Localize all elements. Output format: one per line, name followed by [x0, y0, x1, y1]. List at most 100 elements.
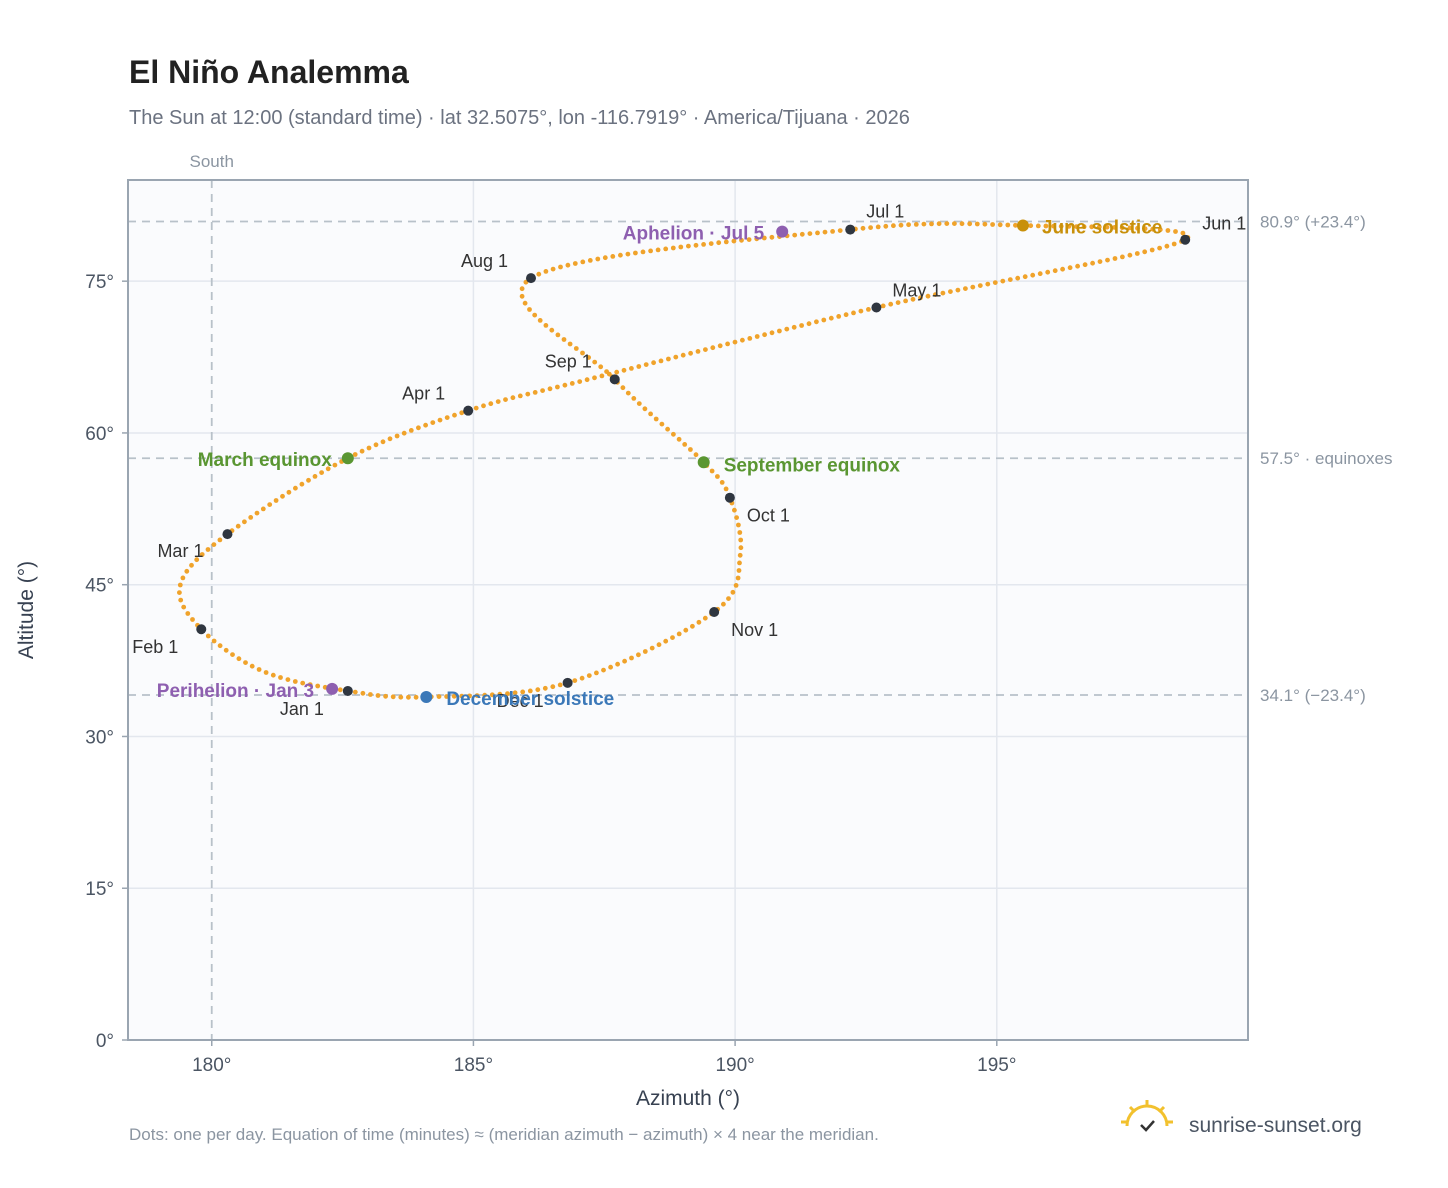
- daily-sun-dot: [178, 597, 184, 603]
- daily-sun-dot: [387, 436, 393, 442]
- check-icon: [1140, 1120, 1155, 1132]
- daily-sun-dot: [653, 416, 659, 422]
- daily-sun-dot: [525, 391, 531, 397]
- daily-sun-dot: [670, 635, 675, 640]
- daily-sun-dot: [903, 298, 908, 304]
- daily-sun-dot: [248, 515, 254, 520]
- daily-sun-dot: [620, 385, 626, 391]
- daily-sun-dot: [194, 557, 200, 563]
- daily-sun-dot: [703, 347, 708, 352]
- daily-sun-dot: [586, 673, 592, 678]
- daily-sun-dot: [643, 362, 649, 367]
- daily-sun-dot: [217, 643, 223, 649]
- daily-sun-dot: [868, 225, 873, 231]
- daily-sun-dot: [734, 515, 739, 520]
- daily-sun-dot: [651, 360, 656, 366]
- daily-sun-dot: [601, 667, 606, 673]
- daily-sun-dot: [648, 411, 653, 417]
- y-tick-label: 75°: [85, 272, 114, 293]
- month-marker-jul-1: [845, 224, 856, 235]
- daily-sun-dot: [891, 223, 896, 229]
- daily-sun-dot: [561, 337, 567, 342]
- daily-sun-dot: [736, 522, 741, 528]
- daily-sun-dot: [489, 692, 495, 698]
- daily-sun-dot: [963, 286, 968, 291]
- x-tick-label: 180°: [192, 1055, 231, 1076]
- daily-sun-dot: [572, 261, 578, 266]
- daily-sun-dot: [622, 658, 627, 664]
- daily-sun-dot: [550, 266, 556, 272]
- daily-sun-dot: [777, 328, 782, 334]
- daily-sun-dot: [482, 692, 488, 698]
- daily-sun-dot: [1007, 277, 1013, 282]
- daily-sun-dot: [732, 507, 737, 513]
- event-label-perihelion-jan-3: Perihelion · Jan 3: [157, 681, 314, 702]
- daily-sun-dot: [549, 327, 555, 333]
- daily-sun-dot: [738, 545, 744, 551]
- daily-sun-dot: [263, 670, 269, 675]
- daily-sun-dot: [663, 246, 669, 252]
- daily-sun-dot: [944, 221, 950, 227]
- daily-sun-dot: [555, 332, 561, 338]
- daily-sun-dot: [1164, 243, 1170, 249]
- daily-sun-dot: [814, 319, 819, 325]
- daily-sun-dot: [929, 221, 934, 227]
- daily-sun-dot: [543, 269, 549, 274]
- daily-sun-dot: [352, 689, 358, 695]
- daily-sun-dot: [1127, 252, 1133, 258]
- daily-sun-dot: [481, 403, 486, 409]
- daily-sun-dot: [312, 474, 318, 479]
- footer-note: Dots: one per day. Equation of time (min…: [129, 1125, 879, 1144]
- daily-sun-dot: [527, 688, 533, 694]
- daily-sun-dot: [658, 358, 664, 364]
- daily-sun-dot: [636, 364, 642, 369]
- daily-sun-dot: [1074, 224, 1079, 230]
- daily-sun-dot: [580, 350, 585, 356]
- daily-sun-dot: [648, 248, 653, 254]
- daily-sun-dot: [495, 399, 501, 404]
- daily-sun-dot: [408, 428, 414, 433]
- month-markers: Jan 1 Feb 1 Mar 1 Apr 1 May 1 Jun 1 Jul 1 Aug 1…: [132, 202, 1246, 719]
- altitude-reference-label-2: 34.1° (−23.4°): [1260, 686, 1366, 705]
- daily-sun-dot: [1013, 222, 1018, 228]
- altitude-reference-label-0: 80.9° (+23.4°): [1260, 212, 1366, 231]
- daily-sun-dot: [709, 468, 715, 474]
- daily-sun-dot: [974, 221, 980, 227]
- south-label: South: [190, 152, 234, 171]
- month-marker-jan-1: [342, 685, 353, 696]
- brand-logo: [1121, 1100, 1173, 1132]
- plot-frame: [127, 179, 1249, 1041]
- month-label: Mar 1: [157, 541, 203, 561]
- daily-sun-dot: [1127, 225, 1133, 231]
- daily-sun-dot: [260, 506, 266, 512]
- daily-sun-dot: [189, 562, 194, 568]
- daily-sun-dot: [680, 352, 686, 358]
- daily-sun-dot: [1135, 225, 1140, 231]
- daily-sun-dot: [723, 486, 729, 492]
- daily-sun-dot: [270, 672, 276, 678]
- daily-sun-dot: [567, 341, 573, 347]
- event-markers: March equinox June solstice September equi…: [157, 218, 1163, 710]
- daily-sun-dot: [459, 410, 465, 416]
- daily-sun-dot: [543, 323, 549, 328]
- daily-sun-dot: [579, 675, 585, 681]
- daily-sun-dot: [1150, 226, 1156, 232]
- event-label-september-equinox: September equinox: [724, 455, 901, 476]
- daily-sun-dot: [537, 318, 543, 323]
- daily-sun-dot: [948, 289, 953, 294]
- daily-sun-dot: [621, 367, 627, 373]
- daily-sun-dot: [990, 222, 995, 227]
- daily-sun-dot: [535, 687, 541, 693]
- daily-sun-dot: [211, 638, 217, 644]
- month-marker-feb-1: [196, 624, 207, 635]
- daily-sun-dot: [569, 381, 575, 386]
- daily-sun-dot: [815, 230, 820, 236]
- daily-sun-dot: [997, 222, 1003, 228]
- daily-sun-dot: [610, 254, 616, 259]
- daily-sun-dot: [799, 323, 804, 328]
- daily-sun-dot: [895, 300, 901, 305]
- daily-sun-dot: [733, 583, 739, 588]
- event-label-aphelion-jul-5: Aphelion · Jul 5: [623, 224, 765, 245]
- month-label: Jan 1: [280, 699, 324, 719]
- event-marker-march-equinox: [341, 452, 354, 465]
